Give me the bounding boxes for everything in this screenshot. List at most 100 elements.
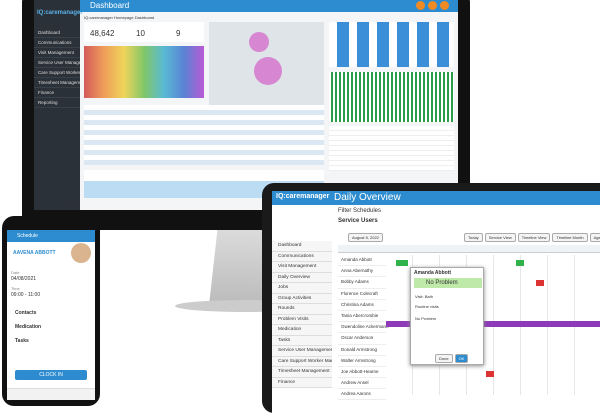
section[interactable]: Tasks — [15, 338, 29, 344]
service-user[interactable]: Amanda Abbott — [338, 255, 386, 267]
page-title: Dashboard — [90, 1, 130, 10]
brand: IQ:caremanager — [37, 10, 83, 16]
menu-item[interactable]: Reporting — [34, 98, 80, 108]
menu-item[interactable]: Timesheet Management — [272, 367, 332, 378]
sidebar-menu: Dashboard Communications Visit Management D… — [272, 241, 332, 388]
menu-item[interactable]: Problem Visits — [272, 315, 332, 325]
service-user-list: Amanda Abbott Anna Abernathy Bobby Adams Fl… — [338, 255, 389, 401]
app-title: Schedule — [17, 233, 38, 239]
label: Date — [11, 270, 20, 275]
bar-chart — [329, 72, 454, 122]
popup-name: Amanda Abbott — [414, 270, 452, 276]
button[interactable]: Done — [435, 354, 453, 363]
check: No Problem — [415, 316, 437, 321]
footer-logo: unique IQ — [44, 199, 79, 208]
header-bar: Dashboard — [80, 0, 458, 12]
service-user[interactable]: Tania Abercrombie — [338, 311, 386, 323]
icon[interactable] — [416, 1, 425, 10]
service-user[interactable]: Andrew Ansel — [338, 378, 386, 390]
status: No Problem — [426, 280, 458, 286]
time: 09:00 - 11:00 — [11, 292, 41, 298]
menu-item[interactable]: Jobs — [272, 283, 332, 294]
service-user[interactable]: Anna Abernathy — [338, 266, 386, 278]
app-bar: Schedule — [7, 230, 95, 242]
menu-item[interactable]: Tasks — [272, 336, 332, 346]
tablet: IQ:caremanager Daily Overview Filter Sch… — [262, 183, 600, 413]
service-user[interactable]: Joe Abbott-Hearne — [338, 367, 386, 379]
service-user[interactable]: Christina Adams — [338, 300, 386, 311]
status-box: No Problem — [414, 278, 482, 288]
menu-item[interactable]: Service User Management — [272, 346, 332, 357]
timeline-header — [338, 245, 600, 253]
menu-item[interactable]: Care Support Worker Management — [272, 357, 332, 367]
icon[interactable] — [428, 1, 437, 10]
monitor-screen: IQ:caremanager Dashboard Communications Vi… — [34, 0, 458, 210]
page-title: Daily Overview — [334, 192, 401, 203]
service-user[interactable]: Gwendoline Ackermann — [338, 322, 389, 334]
brand: IQ:caremanager — [276, 193, 330, 200]
menu-item[interactable]: Group Activities — [272, 294, 332, 304]
stat: 9 — [176, 29, 181, 38]
menu-item[interactable]: Visit Management — [34, 48, 80, 58]
view-button[interactable]: Timeline View — [517, 233, 551, 242]
section-title: Service Users — [338, 218, 378, 224]
bottom-nav — [7, 388, 95, 400]
avatar — [71, 243, 91, 263]
heatmap-chart — [84, 46, 204, 98]
sidebar-menu: Dashboard Communications Visit Management S… — [34, 28, 80, 108]
view-button[interactable]: Today — [464, 233, 483, 242]
header-bar: IQ:caremanager Daily Overview — [272, 191, 600, 205]
visit[interactable] — [536, 280, 544, 286]
tablet-screen: IQ:caremanager Daily Overview Filter Sch… — [272, 191, 600, 413]
menu-item[interactable]: Care Support Worker Management — [34, 68, 80, 78]
menu-item[interactable]: Finance — [34, 88, 80, 98]
date-picker[interactable]: August 5, 2022 — [348, 233, 383, 242]
menu-item[interactable]: Finance — [272, 378, 332, 388]
map-bubble — [254, 57, 282, 85]
button[interactable]: OK — [454, 354, 469, 363]
menu-item[interactable]: Service User Management — [34, 58, 80, 68]
bar-chart — [329, 22, 454, 67]
filter-toggle[interactable]: Filter Schedules — [338, 208, 382, 214]
stats: 48,642 10 9 — [84, 22, 204, 42]
menu-item[interactable]: Visit Management — [272, 262, 332, 273]
service-user[interactable]: Donald Armstrong — [338, 345, 386, 356]
service-user[interactable]: Bobby Adams — [338, 277, 386, 289]
menu-item[interactable]: Daily Overview — [272, 273, 332, 283]
label: Time — [11, 286, 20, 291]
menu-item[interactable]: Communications — [34, 38, 80, 48]
view-button[interactable]: Timeline Month — [552, 233, 588, 242]
menu-item[interactable]: Medication — [272, 325, 332, 336]
service-user[interactable]: Andrea Aarons — [338, 389, 386, 401]
visit-location: Visit: Bath — [415, 294, 433, 299]
phone: Schedule AAVENA ABBOTT Date 04/08/2021 T… — [2, 216, 100, 406]
view-button[interactable]: Agenda — [589, 233, 600, 242]
menu-item[interactable]: Timesheet Management — [34, 78, 80, 88]
section[interactable]: Medication — [15, 324, 42, 330]
service-user[interactable]: Walter Armstrong — [338, 356, 386, 367]
service-user[interactable]: Florence Colecraft — [338, 289, 386, 300]
clock-in-button[interactable]: CLOCK IN — [15, 370, 87, 380]
client-name: AAVENA ABBOTT — [13, 250, 56, 256]
visit[interactable] — [516, 260, 524, 266]
section[interactable]: Contacts — [15, 310, 37, 316]
subtitle: IQ:caremanager Homepage Dashboard — [84, 15, 155, 20]
menu-item[interactable]: Communications — [272, 252, 332, 262]
visit-popup: Amanda Abbott No Problem Visit: Bath Rou… — [410, 267, 484, 365]
visit[interactable] — [486, 371, 494, 377]
view-button[interactable]: Service View — [484, 233, 516, 242]
stat: 10 — [136, 29, 145, 38]
menu-item[interactable]: Dashboard — [34, 28, 80, 38]
map — [209, 22, 324, 107]
menu-item[interactable]: Rounds — [272, 304, 332, 315]
stat: 48,642 — [90, 29, 115, 38]
menu-item[interactable]: Dashboard — [272, 241, 332, 252]
table — [84, 105, 324, 165]
icon[interactable] — [440, 1, 449, 10]
service-user[interactable]: Oscar Anderson — [338, 333, 386, 345]
visit[interactable] — [386, 321, 600, 327]
visit[interactable] — [396, 260, 408, 266]
map-bubble — [249, 32, 269, 52]
monitor: IQ:caremanager Dashboard Communications Vi… — [22, 0, 470, 230]
